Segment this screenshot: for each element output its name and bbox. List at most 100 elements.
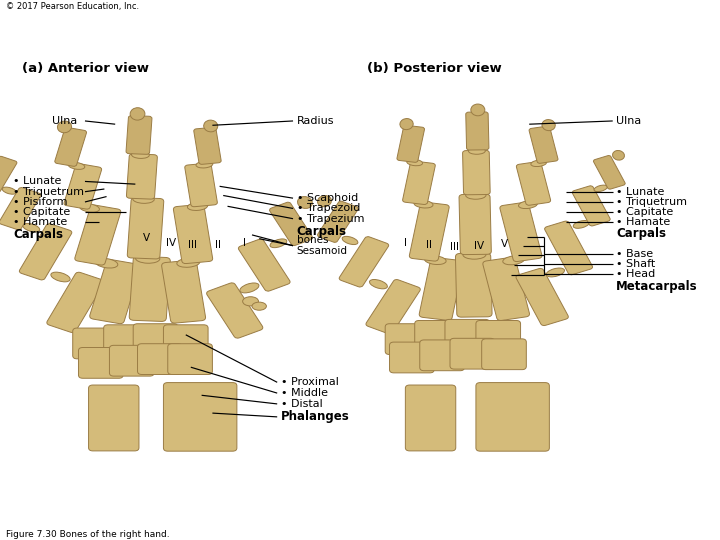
Ellipse shape <box>573 220 589 228</box>
Ellipse shape <box>196 161 213 168</box>
FancyBboxPatch shape <box>572 186 611 226</box>
FancyBboxPatch shape <box>19 224 72 280</box>
Text: • Trapezoid: • Trapezoid <box>297 204 360 213</box>
Ellipse shape <box>297 197 312 208</box>
Ellipse shape <box>407 159 423 166</box>
FancyBboxPatch shape <box>73 328 117 359</box>
FancyBboxPatch shape <box>459 194 491 254</box>
Text: III: III <box>189 240 197 250</box>
Ellipse shape <box>204 120 217 132</box>
FancyBboxPatch shape <box>163 383 237 451</box>
Text: • Capitate: • Capitate <box>13 207 71 217</box>
FancyBboxPatch shape <box>162 260 205 323</box>
Ellipse shape <box>130 107 145 120</box>
FancyBboxPatch shape <box>75 205 121 265</box>
Text: II: II <box>215 240 221 250</box>
FancyBboxPatch shape <box>516 161 551 205</box>
Ellipse shape <box>79 204 99 212</box>
Text: © 2017 Pearson Education, Inc.: © 2017 Pearson Education, Inc. <box>6 2 139 11</box>
Text: • Lunate: • Lunate <box>13 177 61 186</box>
Text: • Base: • Base <box>616 249 654 259</box>
Text: Radius: Radius <box>297 116 334 126</box>
Ellipse shape <box>2 187 17 194</box>
FancyBboxPatch shape <box>138 344 182 375</box>
Text: • Distal: • Distal <box>281 399 323 409</box>
FancyBboxPatch shape <box>593 156 625 189</box>
Text: IV: IV <box>474 241 485 251</box>
Text: Sesamoid: Sesamoid <box>297 246 348 256</box>
Ellipse shape <box>243 297 258 306</box>
FancyBboxPatch shape <box>104 325 148 356</box>
FancyBboxPatch shape <box>483 257 529 321</box>
Text: • Head: • Head <box>616 269 656 279</box>
Ellipse shape <box>369 280 387 289</box>
Ellipse shape <box>342 237 358 245</box>
Ellipse shape <box>503 256 524 265</box>
FancyBboxPatch shape <box>529 126 558 163</box>
Ellipse shape <box>594 185 608 192</box>
FancyBboxPatch shape <box>466 112 489 150</box>
FancyBboxPatch shape <box>402 161 436 205</box>
Text: • Middle: • Middle <box>281 388 328 398</box>
Ellipse shape <box>177 258 200 267</box>
FancyBboxPatch shape <box>109 346 154 376</box>
FancyBboxPatch shape <box>64 164 102 209</box>
FancyBboxPatch shape <box>126 116 152 154</box>
Text: II: II <box>426 240 432 250</box>
FancyBboxPatch shape <box>450 338 495 369</box>
FancyBboxPatch shape <box>174 204 212 264</box>
Text: I: I <box>243 238 246 248</box>
Ellipse shape <box>270 239 287 248</box>
Ellipse shape <box>466 191 486 199</box>
Ellipse shape <box>518 201 538 208</box>
Text: I: I <box>404 238 407 248</box>
FancyBboxPatch shape <box>445 320 490 350</box>
FancyBboxPatch shape <box>500 202 542 261</box>
Ellipse shape <box>400 119 413 130</box>
FancyBboxPatch shape <box>127 198 163 259</box>
Text: • Lunate: • Lunate <box>616 187 665 197</box>
FancyBboxPatch shape <box>410 202 449 261</box>
Ellipse shape <box>132 151 149 158</box>
FancyBboxPatch shape <box>462 150 490 195</box>
Text: • Triquetrum: • Triquetrum <box>616 197 688 207</box>
Ellipse shape <box>58 121 71 133</box>
Ellipse shape <box>23 224 40 232</box>
Ellipse shape <box>469 147 485 154</box>
Text: • Hamate: • Hamate <box>13 218 67 227</box>
FancyBboxPatch shape <box>476 321 521 352</box>
FancyBboxPatch shape <box>0 187 41 230</box>
Text: V: V <box>143 233 150 242</box>
FancyBboxPatch shape <box>420 340 464 371</box>
FancyBboxPatch shape <box>194 127 221 164</box>
FancyBboxPatch shape <box>163 325 208 356</box>
Ellipse shape <box>425 255 446 265</box>
FancyBboxPatch shape <box>78 348 123 379</box>
Text: V: V <box>500 239 508 249</box>
FancyBboxPatch shape <box>269 202 312 246</box>
FancyBboxPatch shape <box>390 342 434 373</box>
FancyBboxPatch shape <box>544 221 593 275</box>
Text: III: III <box>450 242 459 252</box>
Ellipse shape <box>132 195 154 204</box>
Ellipse shape <box>546 268 564 277</box>
FancyBboxPatch shape <box>397 125 425 163</box>
Text: • Scaphoid: • Scaphoid <box>297 193 358 203</box>
Ellipse shape <box>463 250 486 259</box>
Text: Carpals: Carpals <box>616 227 666 240</box>
Text: • Triquetrum: • Triquetrum <box>13 187 84 197</box>
Text: (b) Posterior view: (b) Posterior view <box>367 62 502 75</box>
Ellipse shape <box>135 254 160 263</box>
FancyBboxPatch shape <box>168 344 212 375</box>
Text: • Hamate: • Hamate <box>616 218 670 227</box>
Ellipse shape <box>542 119 555 131</box>
Ellipse shape <box>471 104 485 116</box>
FancyBboxPatch shape <box>0 156 17 192</box>
FancyBboxPatch shape <box>482 339 526 370</box>
Ellipse shape <box>240 283 259 293</box>
FancyBboxPatch shape <box>318 201 359 242</box>
FancyBboxPatch shape <box>385 324 430 355</box>
FancyBboxPatch shape <box>456 253 492 317</box>
Ellipse shape <box>95 258 118 268</box>
Text: bones: bones <box>297 235 328 245</box>
